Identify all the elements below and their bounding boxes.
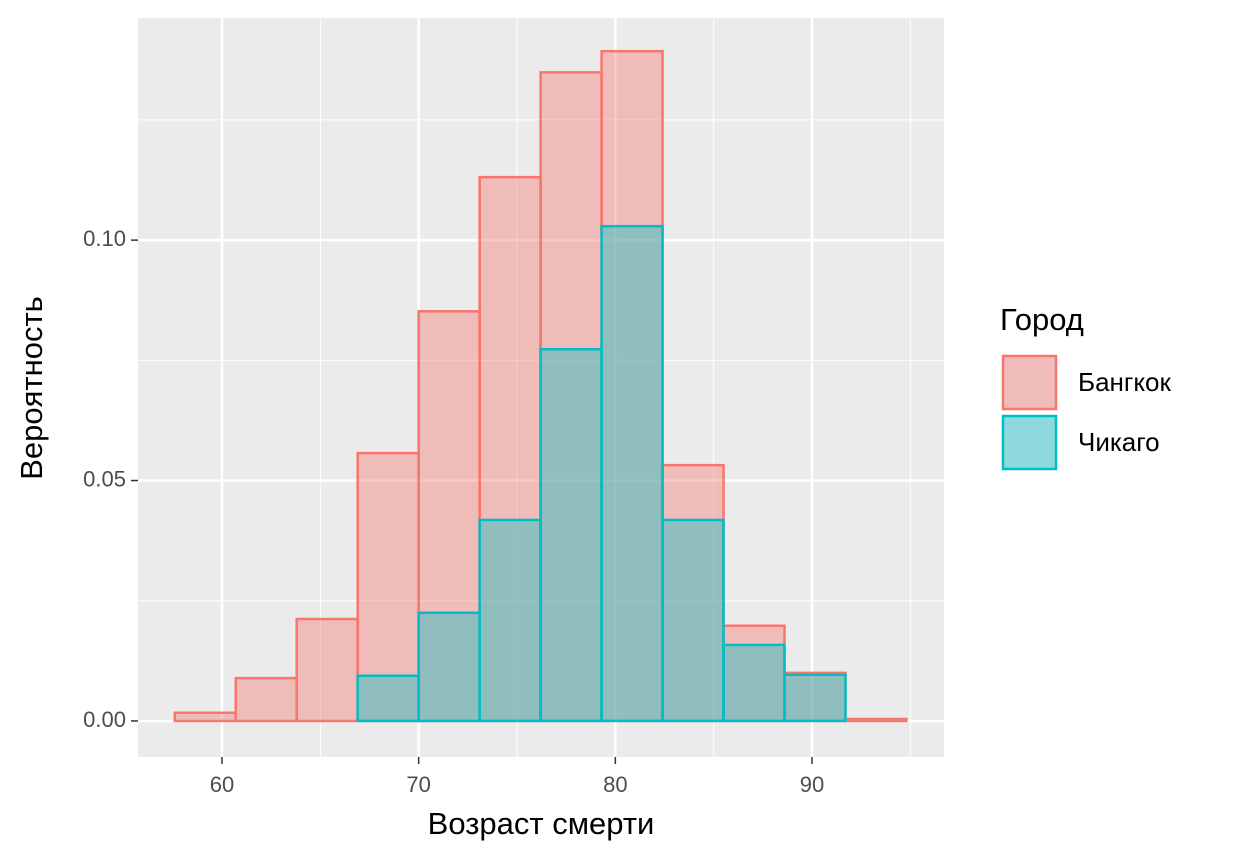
bar	[356, 674, 420, 723]
bar	[600, 224, 664, 723]
y-tick-label: 0.10	[83, 226, 126, 251]
bar	[539, 348, 603, 723]
x-tick-label: 90	[800, 772, 824, 797]
legend-key	[1002, 355, 1057, 410]
y-axis-title: Вероятность	[14, 296, 49, 480]
legend-label: Чикаго	[1078, 427, 1160, 457]
legend-title: Город	[1000, 302, 1084, 337]
x-axis-title: Возраст смерти	[428, 806, 655, 841]
legend: Бангкок Чикаго	[1001, 354, 1171, 471]
bar	[600, 49, 664, 723]
x-tick-label: 70	[406, 772, 430, 797]
legend-swatch	[1001, 414, 1058, 471]
bar	[234, 676, 298, 723]
axes: 60 70 80 90 0.00 0.05 0.10	[83, 226, 824, 797]
legend-label: Бангкок	[1078, 367, 1171, 397]
bar	[295, 617, 359, 723]
bar	[478, 175, 542, 723]
bar	[417, 611, 481, 723]
y-tick-label: 0.00	[83, 707, 126, 732]
x-tick-label: 60	[210, 772, 234, 797]
legend-swatch	[1001, 354, 1058, 411]
bar	[844, 717, 908, 723]
bar	[783, 673, 847, 723]
bars	[173, 49, 908, 723]
bar	[173, 711, 238, 723]
bar	[417, 310, 481, 723]
y-tick-label: 0.05	[83, 466, 126, 491]
bar	[661, 518, 725, 723]
x-tick-label: 80	[603, 772, 627, 797]
bar	[478, 518, 542, 723]
legend-key	[1002, 415, 1057, 470]
bar	[722, 643, 786, 723]
